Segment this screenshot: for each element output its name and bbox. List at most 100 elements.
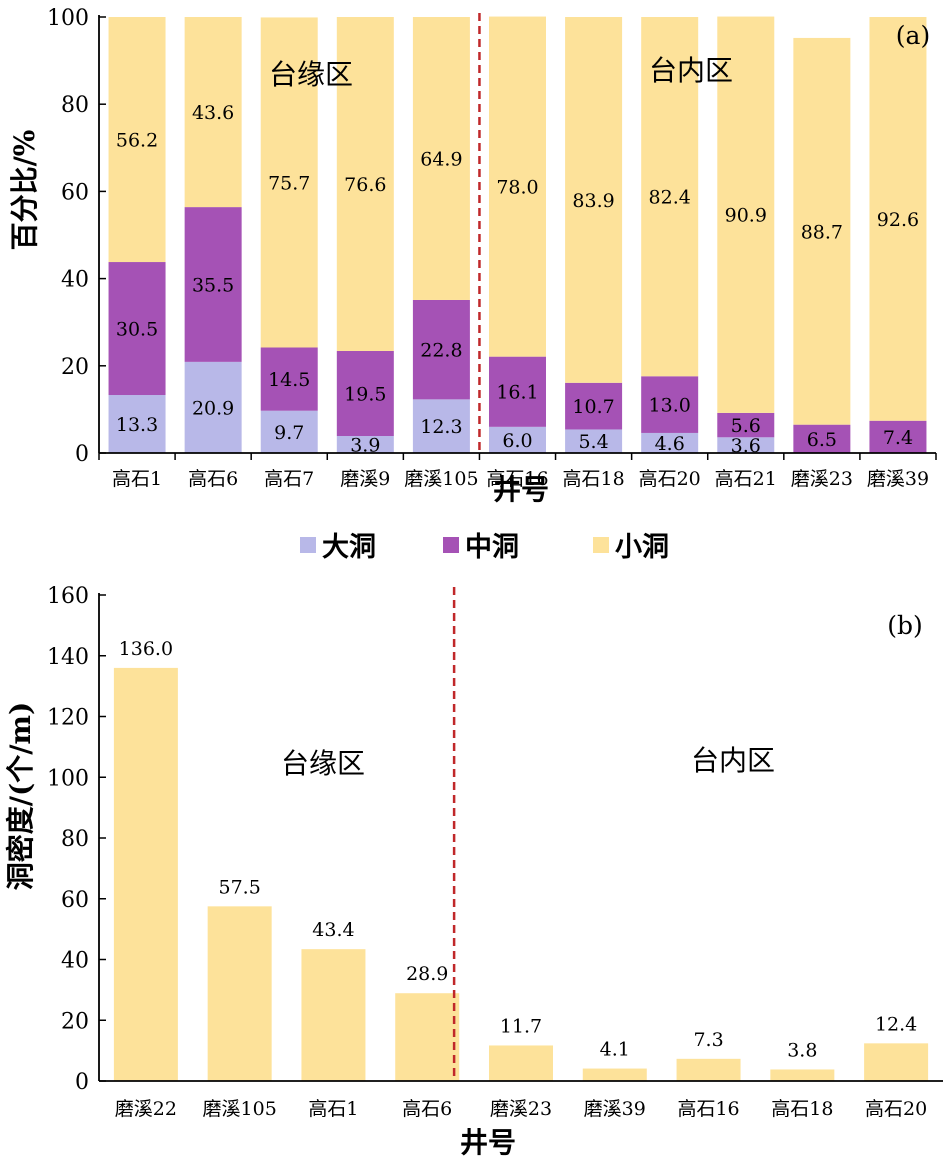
panel-a-axes: 高石1 高石6 高石7 磨溪9 磨溪105 高石16 高石18 高石20 高石21 磨溪23 磨溪3… [47, 6, 937, 490]
data-label-large-8: 3.6 [731, 435, 761, 457]
bar-segment-small-1 [184, 17, 242, 208]
x-tick-label-1: 磨溪105 [203, 1098, 277, 1120]
bar-segment-large-2 [260, 410, 318, 453]
data-label-small-7: 82.4 [649, 187, 691, 209]
x-tick-label-5: 高石16 [486, 468, 548, 490]
data-label-small-4: 64.9 [420, 148, 462, 170]
density-bar-2 [301, 949, 366, 1081]
y-tick-label-4: 80 [61, 93, 89, 118]
density-value-label-8: 12.4 [875, 1013, 917, 1035]
bar-segment-small-0 [108, 17, 166, 263]
bar-segment-small-10 [869, 17, 927, 421]
data-label-medium-2: 14.5 [268, 369, 310, 391]
legend-label-small: 小洞 [615, 532, 669, 563]
density-value-label-6: 7.3 [693, 1029, 723, 1051]
data-label-small-2: 75.7 [268, 172, 310, 194]
bar-segment-large-0 [108, 395, 166, 453]
panel-b-axes: 磨溪22 磨溪105 高石1 高石6 磨溪23 磨溪39 高石16 高石18 高石20 0 20 40… [47, 584, 943, 1120]
legend-label-large: 大洞 [322, 532, 376, 563]
y-tick-label-1: 20 [61, 1009, 89, 1034]
panel-b-data-labels: 136.0 57.5 43.4 28.9 11.7 4.1 7.3 3.8 12.4 [119, 638, 918, 1062]
legend-swatch-small [593, 537, 609, 553]
panel-a-y-axis-title: 百分比/% [8, 130, 41, 251]
panel-a-zone-label-marginal: 台缘区 [269, 58, 353, 91]
bar-segment-small-9 [793, 37, 851, 425]
data-label-large-6: 5.4 [578, 431, 608, 453]
panel-a-zone-label-inner: 台内区 [649, 54, 733, 87]
bar-segment-medium-6 [565, 382, 623, 430]
density-bar-7 [770, 1069, 835, 1081]
data-label-small-1: 43.6 [192, 102, 234, 124]
data-label-medium-6: 10.7 [572, 396, 614, 418]
x-tick-label-2: 高石7 [264, 468, 314, 490]
data-label-medium-7: 13.0 [649, 395, 691, 417]
bar-segment-medium-8 [717, 412, 775, 438]
data-label-medium-1: 35.5 [192, 274, 234, 296]
x-tick-label-4: 磨溪105 [404, 468, 478, 490]
panel-a-x-axis-title: 井号 [493, 473, 549, 506]
data-label-medium-4: 22.8 [420, 340, 462, 362]
density-bar-0 [113, 667, 178, 1081]
y-tick-label-0: 0 [75, 442, 89, 467]
data-label-large-3: 3.9 [350, 434, 380, 456]
y-tick-label-6: 120 [47, 706, 89, 731]
data-label-medium-3: 19.5 [344, 383, 386, 405]
data-label-large-1: 20.9 [192, 397, 234, 419]
bar-segment-large-5 [489, 426, 546, 453]
density-value-label-5: 4.1 [600, 1039, 630, 1061]
y-tick-label-2: 40 [61, 268, 89, 293]
y-tick-label-3: 60 [61, 888, 89, 913]
x-tick-label-6: 高石18 [562, 468, 624, 490]
bar-segment-medium-1 [184, 207, 242, 362]
y-tick-label-5: 100 [47, 766, 89, 791]
bar-segment-large-4 [412, 399, 470, 453]
x-tick-label-4: 磨溪23 [490, 1098, 552, 1120]
data-label-large-5: 6.0 [502, 430, 532, 452]
data-label-large-4: 12.3 [420, 416, 462, 438]
panel-b-bars [113, 667, 929, 1081]
data-label-large-0: 13.3 [116, 414, 158, 436]
y-tick-label-3: 60 [61, 180, 89, 205]
density-bar-1 [207, 906, 272, 1081]
bar-segment-medium-3 [336, 350, 394, 436]
bar-segment-medium-2 [260, 347, 318, 411]
data-label-medium-9: 6.5 [807, 429, 837, 451]
bar-segment-medium-7 [641, 376, 699, 433]
bar-segment-medium-0 [108, 262, 166, 396]
x-tick-label-5: 磨溪39 [584, 1098, 646, 1120]
density-bar-4 [489, 1045, 553, 1081]
bar-segment-medium-5 [489, 356, 546, 427]
data-label-large-7: 4.6 [655, 433, 685, 455]
panel-b-label: (b) [887, 611, 923, 640]
bar-segment-small-4 [412, 17, 470, 300]
data-label-medium-5: 16.1 [496, 382, 538, 404]
density-bar-6 [676, 1058, 741, 1081]
x-tick-label-8: 高石21 [715, 468, 777, 490]
density-value-label-0: 136.0 [119, 638, 173, 660]
bar-segment-large-1 [184, 361, 242, 453]
density-bar-5 [582, 1068, 647, 1081]
bar-segment-medium-10 [869, 420, 927, 453]
bar-segment-large-7 [641, 432, 699, 453]
x-tick-label-1: 高石6 [188, 468, 238, 490]
density-value-label-1: 57.5 [219, 876, 261, 898]
density-bar-8 [864, 1043, 929, 1081]
y-tick-label-1: 20 [61, 355, 89, 380]
x-tick-label-2: 高石1 [308, 1098, 358, 1120]
data-label-small-5: 78.0 [496, 177, 538, 199]
data-label-medium-0: 30.5 [116, 319, 158, 341]
y-tick-label-5: 100 [47, 6, 89, 31]
x-tick-label-9: 磨溪23 [791, 468, 853, 490]
density-value-label-4: 11.7 [500, 1015, 542, 1037]
panel-a-data-labels: 13.3 30.5 56.2 20.9 35.5 43.6 9.7 14.5 75.7 3.9 19… [116, 102, 919, 457]
x-tick-label-6: 高石16 [677, 1098, 739, 1120]
bar-segment-large-3 [336, 435, 394, 453]
data-label-large-2: 9.7 [274, 422, 304, 444]
x-tick-label-3: 磨溪9 [340, 468, 390, 490]
data-label-small-9: 88.7 [801, 221, 843, 243]
x-tick-label-8: 高石20 [865, 1098, 927, 1120]
x-tick-label-0: 磨溪22 [115, 1098, 177, 1120]
data-label-small-0: 56.2 [116, 130, 158, 152]
y-tick-label-7: 140 [47, 645, 89, 670]
